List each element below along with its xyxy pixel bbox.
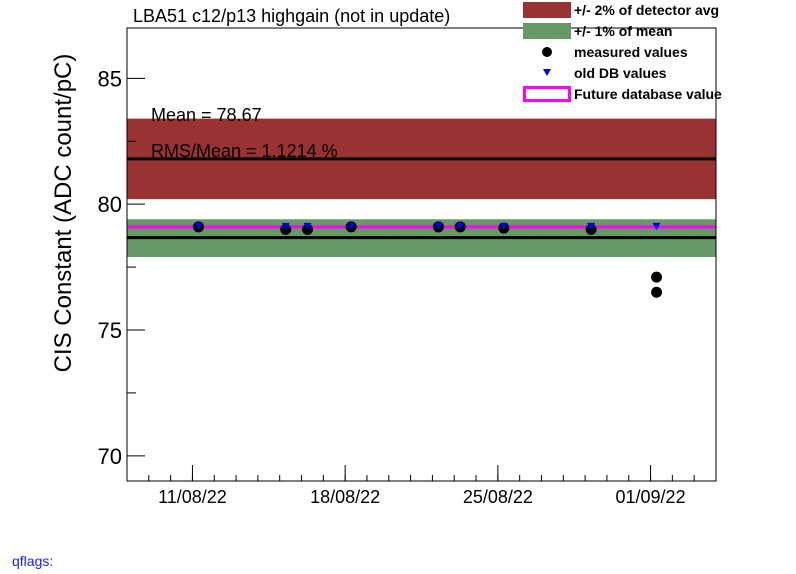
legend-entry-measured: measured values: [521, 42, 796, 62]
legend-label: measured values: [574, 44, 688, 60]
points-layer: [192, 221, 663, 298]
old-db-point: [587, 222, 596, 230]
legend-box-red: [523, 2, 571, 18]
measured-point: [651, 271, 663, 283]
qflags-label: qflags:: [12, 553, 54, 569]
x-tick-label: 18/08/22: [310, 487, 380, 507]
legend-label: old DB values: [574, 65, 667, 81]
y-tick-label: 85: [98, 66, 122, 91]
old-db-point: [281, 222, 290, 230]
old-db-point: [194, 222, 203, 230]
old-db-point: [303, 222, 312, 230]
measured-point: [651, 286, 663, 298]
y-axis-label: CIS Constant (ADC count/pC): [50, 53, 77, 373]
rms-stat: RMS/Mean = 1.1214 %: [151, 141, 338, 161]
legend-entry-detector-avg: +/- 2% of detector avg: [521, 0, 796, 20]
plot-frame: [126, 27, 717, 482]
y-tick-label: 70: [98, 444, 122, 469]
legend-label: +/- 2% of detector avg: [574, 2, 720, 18]
old-db-point: [652, 222, 661, 230]
legend-label: Future database value: [574, 86, 722, 102]
legend-entry-future-db: Future database value: [521, 84, 796, 104]
legend-entry-mean-band: +/- 1% of mean: [521, 21, 796, 41]
x-tick-label: 25/08/22: [463, 487, 533, 507]
axes-layer: 70 75 80 85 11/08/22 18/08/22 25/08/22 01/09/22: [98, 27, 717, 507]
old-db-point: [434, 222, 443, 230]
x-tick-label: 01/09/22: [616, 487, 686, 507]
x-tick-label: 11/08/22: [158, 487, 227, 507]
legend-entry-old-db: old DB values: [521, 63, 796, 83]
y-tick-label: 75: [98, 318, 122, 343]
old-db-point: [456, 222, 465, 230]
chart-title: LBA51 c12/p13 highgain (not in update): [133, 6, 451, 26]
legend-box-magenta: [523, 86, 571, 102]
y-tick-label: 80: [98, 192, 122, 217]
legend-label: +/- 1% of mean: [574, 23, 673, 39]
circle-marker-icon: [542, 47, 552, 57]
old-db-point: [499, 222, 508, 230]
legend-box-green: [523, 23, 571, 39]
mean-stat: Mean = 78.67: [151, 105, 262, 125]
triangle-marker-icon: [543, 69, 551, 76]
old-db-point: [347, 222, 356, 230]
reference-lines-layer: [127, 157, 716, 240]
